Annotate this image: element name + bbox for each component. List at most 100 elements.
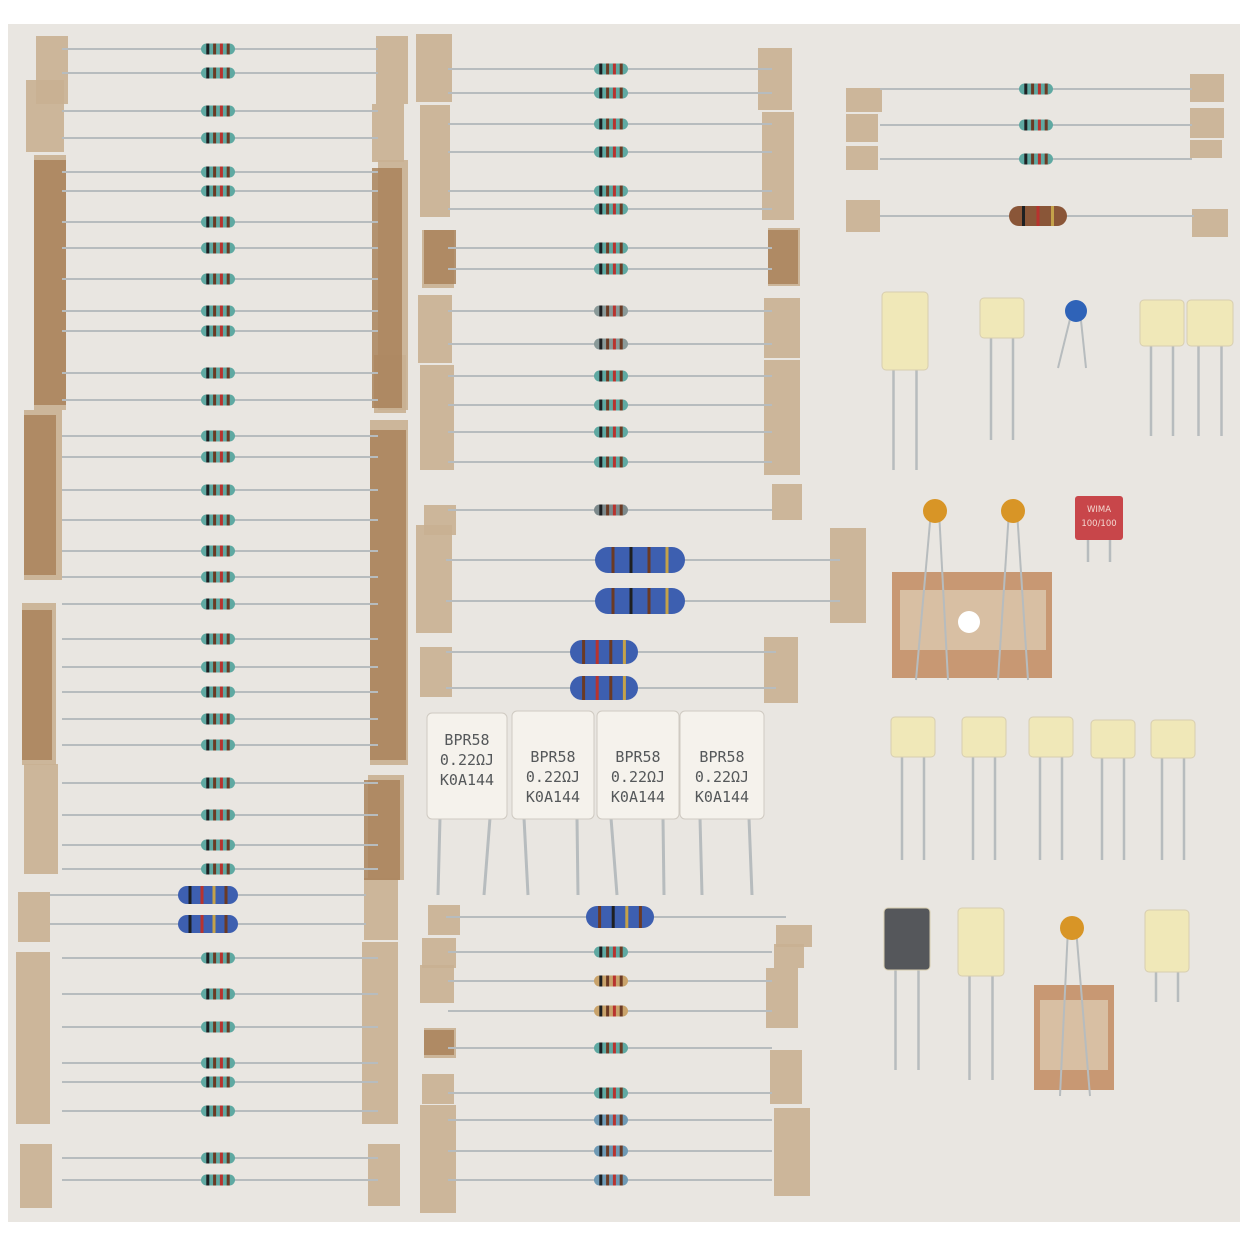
tape-strip xyxy=(1190,140,1222,158)
resistor-band xyxy=(606,1042,610,1054)
tape-strip xyxy=(418,295,452,363)
tape-strip xyxy=(772,484,802,520)
resistor xyxy=(594,185,628,197)
resistor-band xyxy=(219,166,223,178)
resistor xyxy=(201,132,235,144)
resistor-band xyxy=(606,203,610,215)
resistor-band xyxy=(1031,119,1035,131)
resistor xyxy=(201,325,235,337)
resistor-band xyxy=(606,370,610,382)
resistor xyxy=(594,338,628,350)
resistor-band xyxy=(619,87,623,99)
resistor-band xyxy=(612,1114,616,1126)
power-resistor-text: BPR58 xyxy=(699,748,744,766)
resistor xyxy=(201,777,235,789)
resistor-band xyxy=(606,118,610,130)
capacitor-lead xyxy=(1059,927,1069,1097)
resistor-band xyxy=(213,325,217,337)
disc-capacitor xyxy=(1001,499,1025,523)
resistor-band xyxy=(619,63,623,75)
power-resistor-text: BPR58 xyxy=(444,731,489,749)
resistor-band xyxy=(606,1114,610,1126)
resistor-band xyxy=(622,640,626,664)
resistor-band xyxy=(226,661,230,673)
resistor-band xyxy=(213,988,217,1000)
resistor-band xyxy=(206,514,210,526)
resistor-band xyxy=(219,484,223,496)
tape-strip xyxy=(416,525,452,633)
resistor-band xyxy=(219,1105,223,1117)
resistor-band xyxy=(206,166,210,178)
box-capacitor xyxy=(883,907,931,971)
resistor-band xyxy=(1024,153,1028,165)
resistor-band xyxy=(206,367,210,379)
resistor-band xyxy=(619,1042,623,1054)
resistor xyxy=(594,263,628,275)
tape-strip xyxy=(26,80,64,152)
resistor xyxy=(594,456,628,468)
resistor xyxy=(201,686,235,698)
resistor-band xyxy=(213,661,217,673)
power-resistor-text: BPR58 xyxy=(615,748,660,766)
resistor xyxy=(595,547,685,573)
tape-strip xyxy=(830,528,866,623)
capacitor-lead xyxy=(1016,510,1029,681)
resistor-band xyxy=(599,370,603,382)
resistor-band xyxy=(219,325,223,337)
resistor-band xyxy=(206,1057,210,1069)
resistor-band xyxy=(206,43,210,55)
resistor-band xyxy=(619,975,623,987)
resistor-band xyxy=(606,338,610,350)
resistor-band xyxy=(606,185,610,197)
resistor-band xyxy=(213,132,217,144)
resistor xyxy=(594,87,628,99)
resistor-band xyxy=(647,547,651,573)
resistor-band xyxy=(219,571,223,583)
resistor xyxy=(201,633,235,645)
resistor-band xyxy=(219,988,223,1000)
power-resistor-text: K0A144 xyxy=(526,788,580,806)
resistor-band xyxy=(622,676,626,700)
resistor-band xyxy=(213,598,217,610)
resistor-band xyxy=(226,367,230,379)
resistor-band xyxy=(226,1105,230,1117)
tape-strip xyxy=(776,925,812,947)
resistor-band xyxy=(226,430,230,442)
resistor xyxy=(594,63,628,75)
resistor-band xyxy=(226,1057,230,1069)
resistor-band xyxy=(226,1076,230,1088)
box-capacitor xyxy=(961,716,1007,758)
resistor-band xyxy=(226,273,230,285)
resistor-band xyxy=(200,886,204,904)
box-capacitor xyxy=(957,907,1005,977)
resistor-band xyxy=(219,1152,223,1164)
resistor-band xyxy=(599,1174,603,1186)
tape-strip xyxy=(422,1074,454,1104)
resistor-band xyxy=(599,1005,603,1017)
tape-strip xyxy=(368,1144,400,1206)
resistor xyxy=(178,915,238,933)
resistor-band xyxy=(619,185,623,197)
resistor-band xyxy=(599,87,603,99)
resistor-band xyxy=(599,504,603,516)
resistor-band xyxy=(1024,119,1028,131)
resistor-band xyxy=(188,915,192,933)
power-resistor: BPR58 0.22ΩJ K0A144 xyxy=(426,712,508,896)
resistor-band xyxy=(595,676,599,700)
resistor xyxy=(570,676,638,700)
resistor xyxy=(201,514,235,526)
power-resistor: BPR58 0.22ΩJ K0A144 xyxy=(511,710,595,896)
resistor xyxy=(594,146,628,158)
resistor-band xyxy=(619,242,623,254)
resistor-band xyxy=(619,1005,623,1017)
resistor-band xyxy=(226,1021,230,1033)
resistor-band xyxy=(206,839,210,851)
resistor-band xyxy=(226,1174,230,1186)
resistor-band xyxy=(206,216,210,228)
tape-strip xyxy=(34,160,66,405)
resistor xyxy=(594,399,628,411)
resistor-band xyxy=(619,203,623,215)
resistor-band xyxy=(206,242,210,254)
power-resistor-text: K0A144 xyxy=(611,788,665,806)
resistor-band xyxy=(213,273,217,285)
